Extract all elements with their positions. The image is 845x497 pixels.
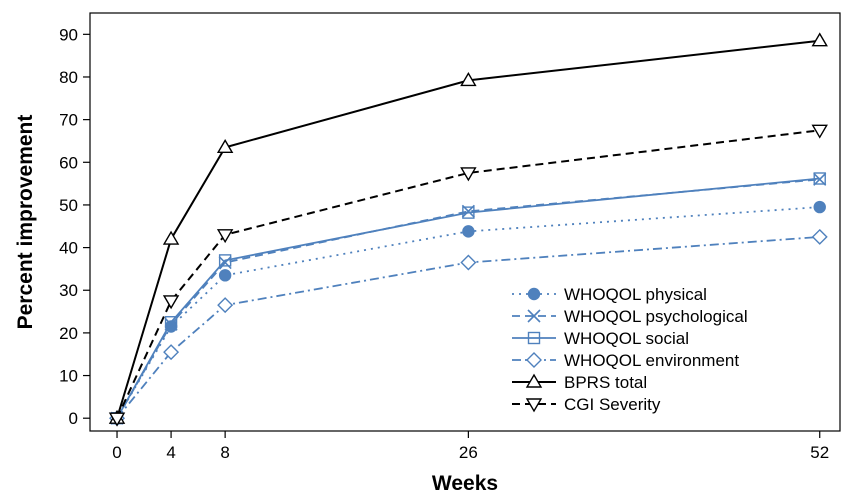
legend-marker	[525, 398, 543, 413]
y-tick-label: 40	[59, 239, 78, 258]
legend-marker	[525, 373, 543, 388]
legend-item-whoqol-physical: WHOQOL physical	[512, 285, 707, 304]
data-point-whoqol-environment	[217, 297, 234, 314]
data-point-whoqol-environment	[163, 344, 180, 361]
x-tick-label: 8	[220, 443, 229, 462]
data-point-cgi-severity	[162, 295, 180, 310]
data-point-whoqol-environment	[460, 254, 477, 271]
y-axis-title: Percent improvement	[14, 115, 37, 330]
legend-label: WHOQOL social	[564, 329, 689, 348]
data-point-whoqol-physical	[813, 200, 826, 214]
series-whoqol-social	[110, 172, 826, 425]
series-line-whoqol-social	[116, 177, 820, 419]
data-point-bprs-total	[460, 72, 477, 87]
series-whoqol-environment	[109, 228, 828, 427]
x-axis: 0 4 8 26 52	[112, 431, 829, 462]
data-point-whoqol-physical	[218, 269, 232, 282]
legend-label: CGI Severity	[564, 395, 661, 414]
legend-label: WHOQOL physical	[564, 285, 707, 304]
y-tick-label: 70	[59, 111, 78, 130]
data-point-cgi-severity	[216, 229, 234, 244]
legend-item-whoqol-psychological: WHOQOL psychological	[512, 307, 748, 326]
y-tick-label: 90	[59, 25, 78, 44]
legend-item-whoqol-environment: WHOQOL environment	[512, 351, 739, 370]
data-point-whoqol-physical	[462, 225, 475, 238]
legend-label: BPRS total	[564, 373, 647, 392]
y-tick-label: 10	[59, 367, 78, 386]
data-point-bprs-total	[216, 138, 234, 154]
legend-item-whoqol-social: WHOQOL social	[512, 329, 689, 348]
x-tick-label: 0	[112, 443, 121, 462]
legend-marker	[527, 287, 541, 301]
legend-marker	[527, 309, 541, 323]
series-line-whoqol-psychological	[116, 178, 820, 419]
legend-label: WHOQOL psychological	[564, 307, 748, 326]
legend-marker	[526, 352, 542, 368]
legend: WHOQOL physical WHOQOL psychological WHOQO…	[512, 285, 748, 414]
data-point-whoqol-social	[164, 316, 178, 329]
data-point-whoqol-psychological	[218, 255, 232, 270]
data-point-bprs-total	[162, 230, 180, 245]
data-point-whoqol-environment	[811, 228, 828, 245]
legend-label: WHOQOL environment	[564, 351, 739, 370]
y-tick-label: 50	[59, 196, 78, 215]
data-point-bprs-total	[811, 32, 828, 47]
y-tick-label: 20	[59, 324, 78, 343]
x-tick-label: 4	[166, 443, 175, 462]
data-point-cgi-severity	[811, 124, 828, 139]
series-layer	[108, 32, 828, 427]
data-point-cgi-severity	[460, 167, 477, 182]
series-cgi-severity	[108, 124, 828, 427]
legend-item-cgi-severity: CGI Severity	[512, 395, 661, 414]
y-axis: 0 10 20 30 40 50 60 70 80 90	[59, 25, 90, 428]
data-point-whoqol-social	[218, 254, 232, 267]
data-point-whoqol-social	[813, 172, 826, 185]
data-point-cgi-severity	[108, 412, 126, 427]
y-tick-label: 30	[59, 281, 78, 300]
x-tick-label: 52	[810, 443, 829, 462]
y-tick-label: 80	[59, 68, 78, 87]
x-axis-title: Weeks	[432, 472, 498, 495]
plot-frame	[89, 12, 841, 432]
legend-item-bprs-total: BPRS total	[512, 373, 647, 392]
data-point-whoqol-social	[462, 206, 475, 219]
y-tick-label: 60	[59, 153, 78, 172]
x-tick-label: 26	[459, 443, 478, 462]
series-whoqol-psychological	[110, 172, 827, 425]
y-tick-label: 0	[69, 409, 78, 428]
legend-marker	[527, 331, 541, 345]
